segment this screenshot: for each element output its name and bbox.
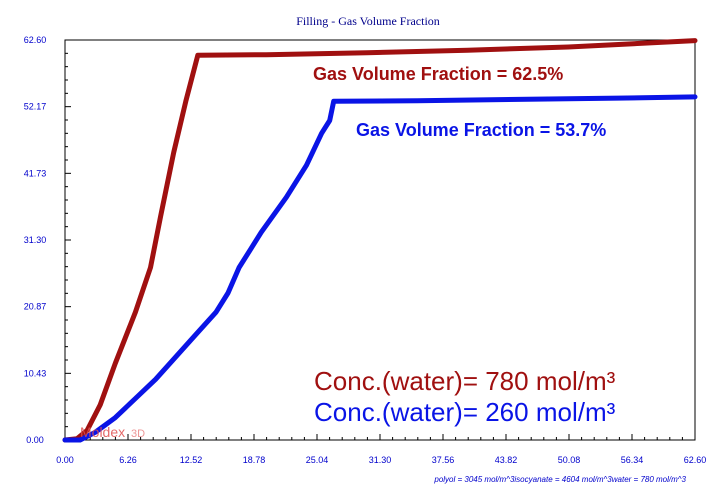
y-tick-label: 31.30 <box>24 235 47 245</box>
moldex-watermark: Moldex <box>80 424 125 440</box>
blue-concentration-label: Conc.(water)= 260 mol/m³ <box>314 397 616 427</box>
x-tick-label: 0.00 <box>56 455 74 465</box>
x-tick-label: 37.56 <box>432 455 455 465</box>
x-axis-label: polyol = 3045 mol/m^3isocyanate = 4604 m… <box>433 475 686 484</box>
y-tick-label: 20.87 <box>24 302 47 312</box>
x-tick-label: 43.82 <box>495 455 518 465</box>
series-line-260 <box>62 94 698 443</box>
plot-area: 0.00 10.43 20.87 31.30 41.73 52.17 62.60 0.00 6.… <box>24 35 707 465</box>
x-tick-label: 6.26 <box>119 455 137 465</box>
chart-title: Filling - Gas Volume Fraction <box>296 14 440 28</box>
x-tick-label: 62.60 <box>684 455 707 465</box>
blue-fraction-annotation: Gas Volume Fraction = 53.7% <box>356 120 606 140</box>
x-tick-label: 12.52 <box>180 455 203 465</box>
red-fraction-annotation: Gas Volume Fraction = 62.5% <box>313 64 563 84</box>
y-tick-label: 41.73 <box>24 168 47 178</box>
x-tick-label: 18.78 <box>243 455 266 465</box>
x-tick-label: 56.34 <box>621 455 644 465</box>
y-tick-label: 62.60 <box>24 35 47 45</box>
x-tick-label: 25.04 <box>306 455 329 465</box>
y-tick-label: 10.43 <box>24 368 47 378</box>
y-tick-label: 0.00 <box>26 435 44 445</box>
x-tick-label: 50.08 <box>558 455 581 465</box>
moldex-watermark-3d: 3D <box>131 428 145 440</box>
x-tick-label: 31.30 <box>369 455 392 465</box>
red-concentration-label: Conc.(water)= 780 mol/m³ <box>314 366 616 396</box>
y-tick-label: 52.17 <box>24 102 47 112</box>
series-line-780 <box>62 38 698 443</box>
